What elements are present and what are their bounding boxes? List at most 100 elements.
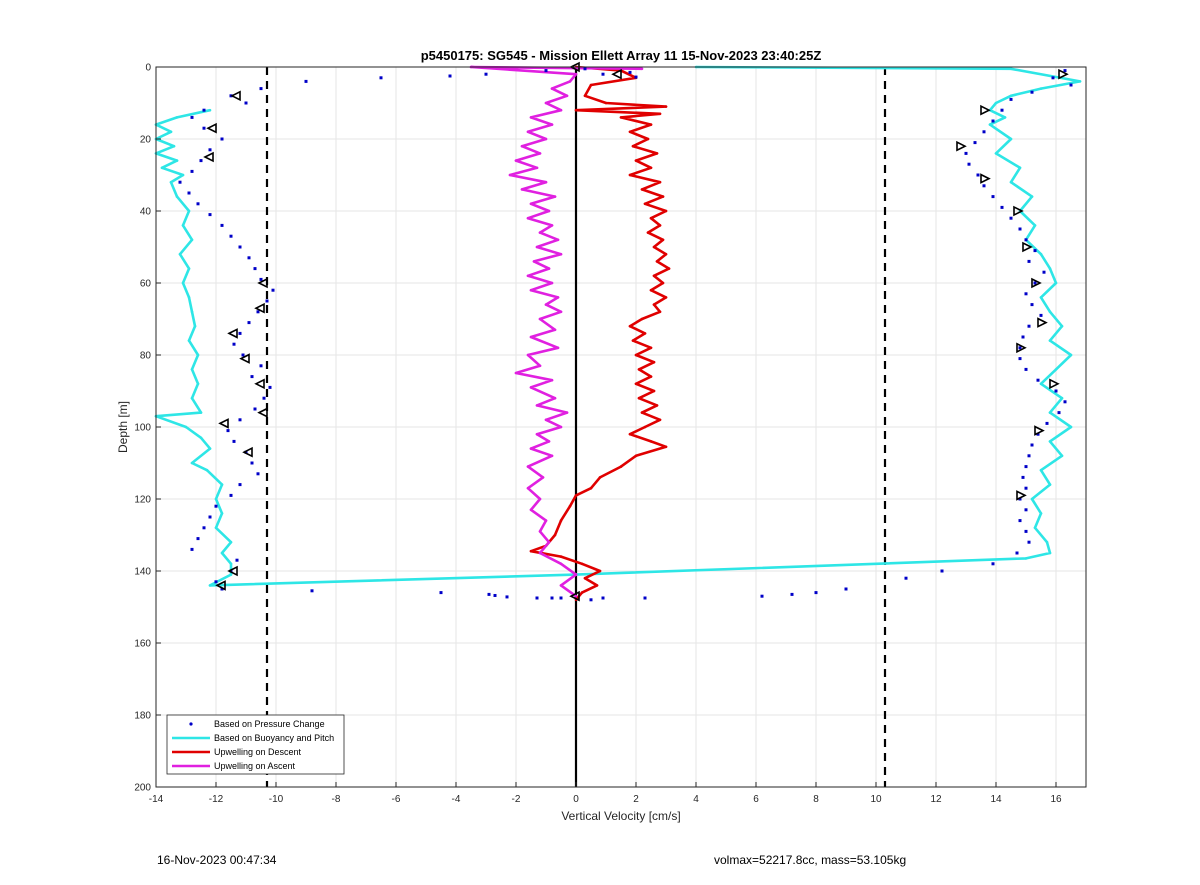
pressure-dot xyxy=(229,493,233,497)
pressure-dot xyxy=(1054,389,1058,393)
pressure-dot xyxy=(1036,378,1040,382)
series-point xyxy=(544,137,548,141)
series-point xyxy=(634,353,638,357)
series-point xyxy=(214,526,218,530)
pressure-dot xyxy=(1063,69,1067,73)
series-point xyxy=(1018,166,1022,170)
series-point xyxy=(664,209,668,213)
series-point xyxy=(535,404,539,407)
series-point xyxy=(658,112,662,116)
sample-marker xyxy=(1031,277,1042,289)
pressure-dot xyxy=(238,331,242,335)
y-tick-label: 0 xyxy=(145,63,151,74)
pressure-dot xyxy=(601,72,605,76)
series-point xyxy=(655,404,659,407)
series-point xyxy=(187,209,191,213)
y-tick-label: 40 xyxy=(140,207,152,218)
footer-timestamp: 16-Nov-2023 00:47:34 xyxy=(157,853,277,867)
series-point xyxy=(559,310,563,314)
series-point xyxy=(529,508,533,512)
series-point xyxy=(529,335,533,339)
pressure-dot xyxy=(178,180,182,184)
grid-layer xyxy=(155,66,1086,788)
pressure-dot xyxy=(1024,508,1028,512)
pressure-dot xyxy=(1024,367,1028,371)
series-point xyxy=(178,252,182,256)
series-point xyxy=(544,519,548,522)
series-point xyxy=(1030,195,1034,198)
pressure-dot xyxy=(1018,357,1022,361)
series-point xyxy=(220,483,224,486)
series-point xyxy=(559,108,563,112)
sample-marker xyxy=(239,353,250,364)
series-point xyxy=(628,432,632,436)
sample-marker xyxy=(1049,378,1060,390)
series-point xyxy=(196,382,200,386)
pressure-dot xyxy=(439,591,443,595)
sample-marker xyxy=(980,104,991,116)
series-point xyxy=(1009,67,1013,71)
series-point xyxy=(547,440,551,443)
series-point xyxy=(199,436,203,440)
y-tick-label: 160 xyxy=(134,639,151,650)
pressure-dot xyxy=(244,101,248,105)
y-tick-label: 60 xyxy=(140,279,152,290)
series-point xyxy=(568,504,572,508)
pressure-dot xyxy=(262,396,266,400)
sample-marker xyxy=(203,151,214,163)
x-tick-label: -8 xyxy=(332,794,341,805)
series-point xyxy=(664,105,668,108)
series-point xyxy=(652,303,656,306)
pressure-dot xyxy=(268,385,272,389)
pressure-dot xyxy=(199,159,203,163)
pressure-dot xyxy=(550,596,554,600)
series-point xyxy=(538,317,542,321)
series-point xyxy=(1060,324,1064,328)
legend-label-ascent: Upwelling on Ascent xyxy=(214,761,296,771)
series-point xyxy=(160,166,164,170)
series-point xyxy=(181,173,185,177)
pressure-dot xyxy=(844,587,848,591)
tick-layer: -14 -12 -10 -8 -6 -4 -2 0 2 4 6 8 10 12 14 160204060801… xyxy=(134,63,1062,806)
series-point xyxy=(553,396,557,400)
series-point xyxy=(628,173,632,177)
series-point xyxy=(538,551,542,555)
pressure-dot xyxy=(238,245,242,249)
series-point xyxy=(187,296,191,299)
sample-marker xyxy=(206,122,217,134)
pressure-dot xyxy=(1051,76,1055,80)
series-point xyxy=(1033,526,1037,530)
series-point xyxy=(640,188,644,191)
series-point xyxy=(526,465,530,468)
series-point xyxy=(538,530,542,533)
series-point xyxy=(598,476,602,479)
pressure-dot xyxy=(247,321,251,325)
series-point xyxy=(559,425,563,429)
legend-label-pressure: Based on Pressure Change xyxy=(214,719,325,729)
sample-marker xyxy=(1016,342,1027,354)
series-point xyxy=(556,346,560,350)
series-point xyxy=(529,116,533,119)
series-point xyxy=(220,551,224,555)
sample-marker xyxy=(215,580,226,591)
series-point xyxy=(169,130,173,134)
series-point xyxy=(529,288,533,292)
series-point xyxy=(574,594,578,598)
series-point xyxy=(1039,512,1043,515)
series-point xyxy=(628,130,632,134)
series-point xyxy=(526,486,530,490)
pressure-dot xyxy=(226,429,230,433)
y-tick-label: 140 xyxy=(134,567,151,578)
pressure-dot xyxy=(202,126,206,130)
series-point xyxy=(526,274,530,278)
pressure-dot xyxy=(208,515,212,519)
pressure-dot xyxy=(379,76,383,80)
series-point xyxy=(553,328,557,332)
series-point xyxy=(580,562,584,566)
pressure-dot xyxy=(214,580,218,584)
series-point xyxy=(1039,382,1043,386)
series-point xyxy=(208,584,212,587)
sample-marker xyxy=(257,277,268,289)
pressure-dot xyxy=(247,256,251,260)
